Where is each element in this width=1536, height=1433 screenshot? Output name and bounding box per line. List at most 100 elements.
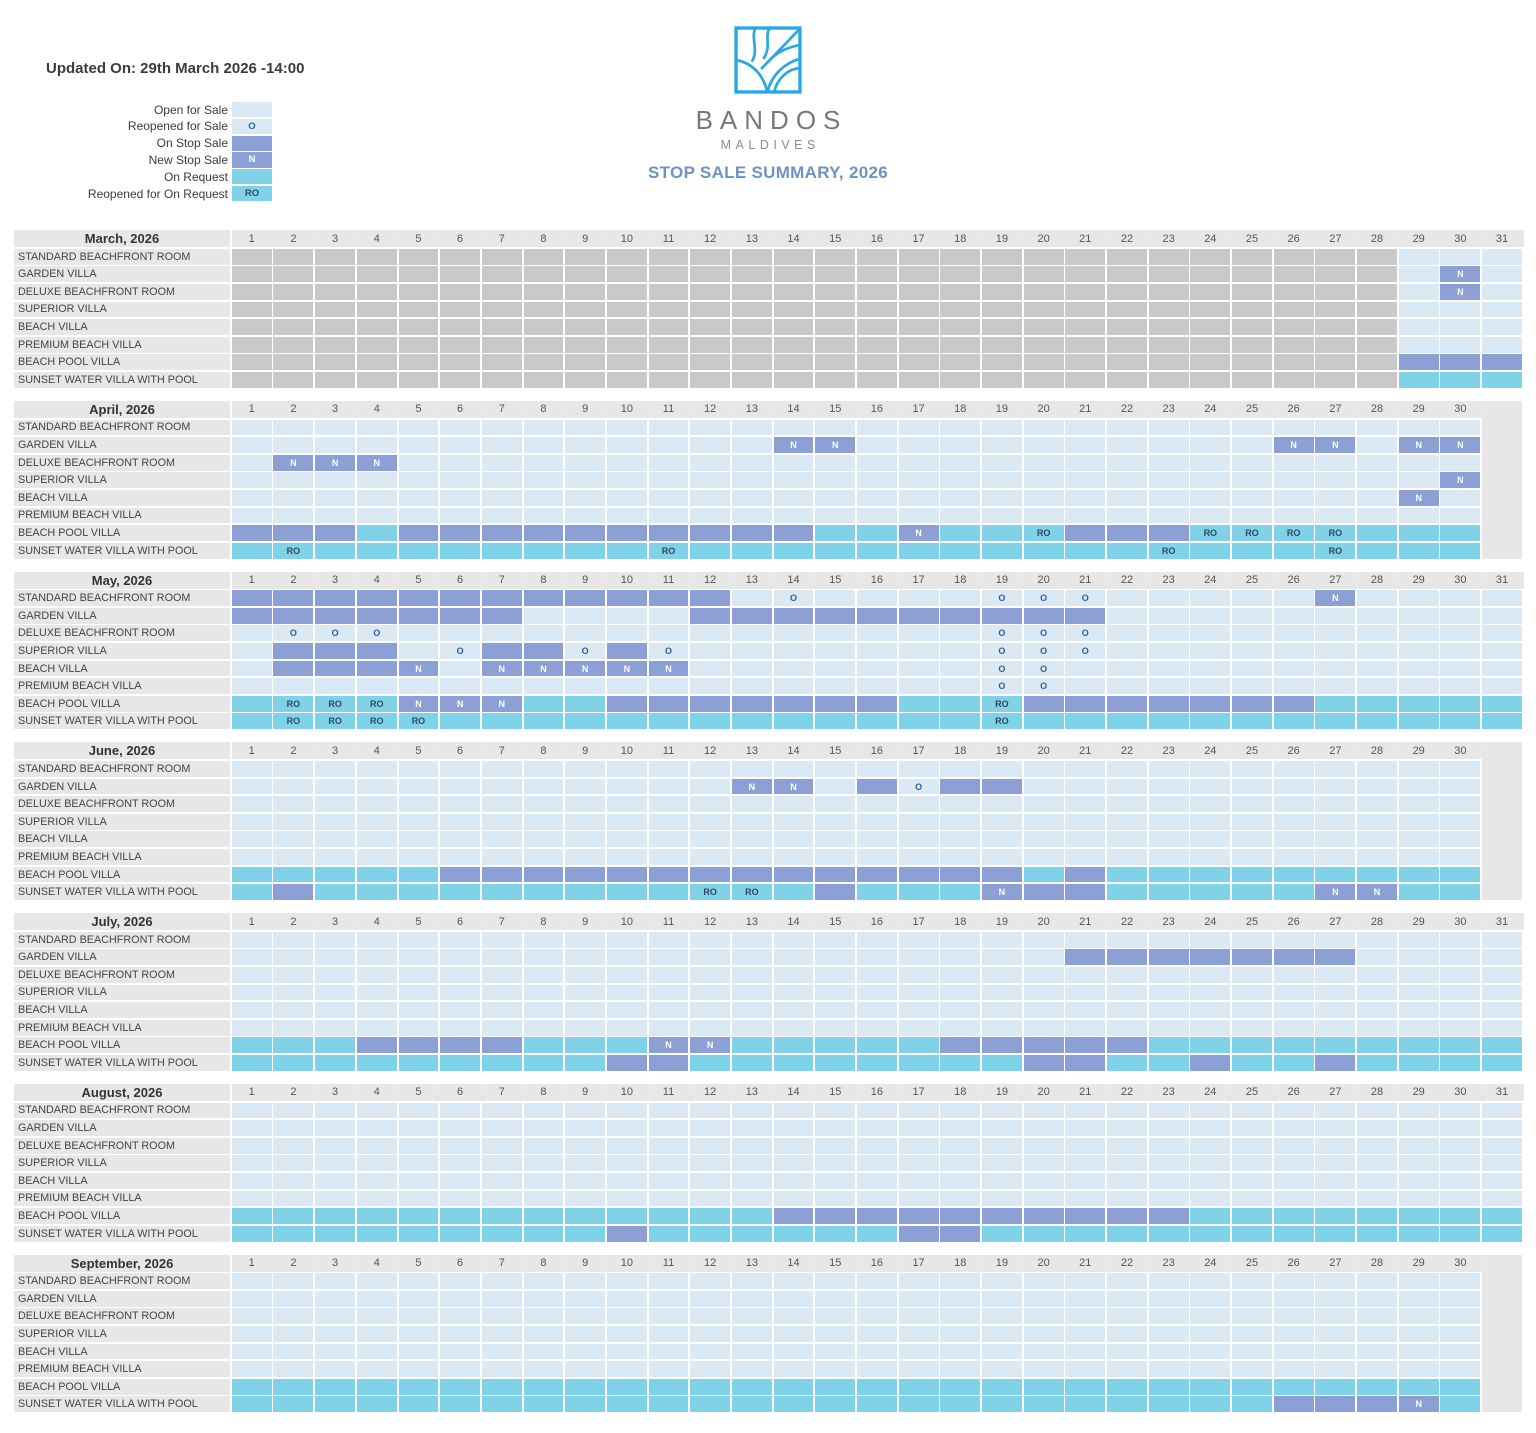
day-cell: RO: [690, 884, 731, 900]
day-header: 22: [1107, 742, 1147, 760]
day-cell: [690, 419, 731, 436]
day-cell: [315, 761, 356, 777]
day-cell: [1107, 761, 1147, 777]
day-header: 20: [1023, 1254, 1064, 1272]
day-cell: [856, 949, 897, 966]
day-cell: [1232, 778, 1272, 795]
day-cell: [523, 1002, 564, 1018]
day-cell: [773, 866, 814, 883]
day-cell: [356, 590, 397, 607]
room-label: BEACH POOL VILLA: [14, 354, 230, 371]
day-cell: [1148, 931, 1189, 948]
day-cell: [231, 660, 272, 677]
day-cell: [1065, 472, 1106, 489]
day-cell: [1357, 1120, 1397, 1136]
day-header: 14: [773, 400, 814, 418]
day-header: 20: [1023, 1083, 1064, 1101]
day-header: 20: [1023, 742, 1064, 760]
day-header: 17: [898, 1254, 939, 1272]
day-cell: [440, 1120, 481, 1136]
day-cell: [523, 301, 564, 318]
day-cell: [815, 1378, 856, 1395]
day-cell: [1107, 1137, 1147, 1154]
day-cell: [1440, 866, 1481, 883]
day-cell: [898, 1290, 939, 1307]
day-cell: [1315, 866, 1356, 883]
day-cell: [940, 590, 981, 607]
day-cell: [1232, 695, 1272, 712]
day-cell: [315, 525, 356, 541]
day-cell: [815, 931, 856, 948]
day-cell: [1023, 1273, 1064, 1290]
day-header: 21: [1065, 571, 1106, 589]
day-cell: N: [398, 695, 439, 712]
day-cell: [1440, 1120, 1481, 1136]
day-cell: [231, 1019, 272, 1036]
room-label: STANDARD BEACHFRONT ROOM: [14, 590, 230, 607]
day-cell: [315, 336, 356, 353]
day-cell: [1107, 966, 1147, 983]
day-cell: [315, 301, 356, 318]
day-cell: [1148, 319, 1189, 335]
day-cell: [940, 761, 981, 777]
day-cell: [690, 1273, 731, 1290]
day-cell: [856, 713, 897, 730]
day-cell: [773, 1102, 814, 1119]
day-cell: RO: [356, 713, 397, 730]
day-cell: [1273, 1378, 1314, 1395]
day-cell: [1065, 283, 1106, 300]
day-cell: [856, 1273, 897, 1290]
day-cell: [523, 472, 564, 489]
day-cell: [648, 884, 689, 900]
day-cell: [856, 454, 897, 471]
day-cell: [1398, 984, 1439, 1001]
day-cell: [940, 884, 981, 900]
day-cell: RO: [1273, 525, 1314, 541]
day-header: 25: [1232, 913, 1272, 930]
day-cell: [690, 437, 731, 453]
day-cell: [440, 761, 481, 777]
day-cell: [690, 1208, 731, 1224]
legend-swatch-request: [232, 169, 272, 185]
day-cell: [523, 507, 564, 524]
day-cell: [1023, 507, 1064, 524]
day-header: 12: [690, 742, 731, 760]
day-cell: [1232, 472, 1272, 489]
day-cell: [1398, 1361, 1439, 1378]
day-cell: [773, 796, 814, 813]
day-cell: [1107, 354, 1147, 371]
day-cell: [690, 283, 731, 300]
day-cell: [1148, 419, 1189, 436]
legend-row-new-stop: New Stop Sale N: [0, 152, 272, 168]
room-label: BEACH VILLA: [14, 660, 230, 677]
day-cell: [1357, 542, 1397, 559]
day-cell: [1357, 831, 1397, 848]
day-cell: [1273, 454, 1314, 471]
room-label: SUNSET WATER VILLA WITH POOL: [14, 1396, 230, 1413]
day-cell: [1232, 542, 1272, 559]
day-cell: [1107, 525, 1147, 541]
day-cell: RO: [273, 542, 314, 559]
day-cell: [606, 949, 647, 966]
day-cell: [273, 678, 314, 695]
day-cell: [273, 1326, 314, 1342]
day-cell: [273, 283, 314, 300]
day-cell: [231, 1361, 272, 1378]
day-cell: [1107, 607, 1147, 624]
day-cell: [1190, 1308, 1231, 1325]
day-cell: [356, 371, 397, 388]
day-cell: [1065, 319, 1106, 335]
day-cell: [1315, 931, 1356, 948]
room-label: PREMIUM BEACH VILLA: [14, 336, 230, 353]
day-cell: O: [1023, 643, 1064, 659]
day-cell: [231, 813, 272, 830]
day-cell: [1273, 796, 1314, 813]
room-label: PREMIUM BEACH VILLA: [14, 1190, 230, 1207]
day-header: 23: [1148, 1083, 1189, 1101]
day-cell: [1148, 301, 1189, 318]
day-cell: [481, 542, 522, 559]
day-cell: [481, 1137, 522, 1154]
day-cell: [1398, 1172, 1439, 1189]
day-cell: [565, 1037, 606, 1054]
day-cell: [1315, 454, 1356, 471]
